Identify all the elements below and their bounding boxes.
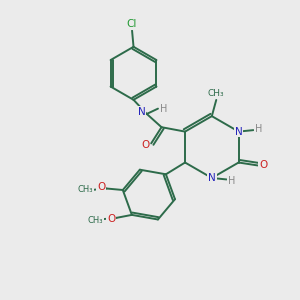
Text: CH₃: CH₃ xyxy=(88,216,103,225)
Text: N: N xyxy=(208,173,216,183)
Text: CH₃: CH₃ xyxy=(78,184,93,194)
Text: O: O xyxy=(107,214,116,224)
Text: N: N xyxy=(138,106,146,117)
Text: H: H xyxy=(228,176,236,186)
Text: O: O xyxy=(141,140,149,150)
Text: H: H xyxy=(255,124,262,134)
Text: H: H xyxy=(160,103,167,114)
Text: O: O xyxy=(259,160,267,170)
Text: Cl: Cl xyxy=(127,19,137,29)
Text: N: N xyxy=(235,127,242,136)
Text: CH₃: CH₃ xyxy=(208,89,225,98)
Text: O: O xyxy=(97,182,105,192)
